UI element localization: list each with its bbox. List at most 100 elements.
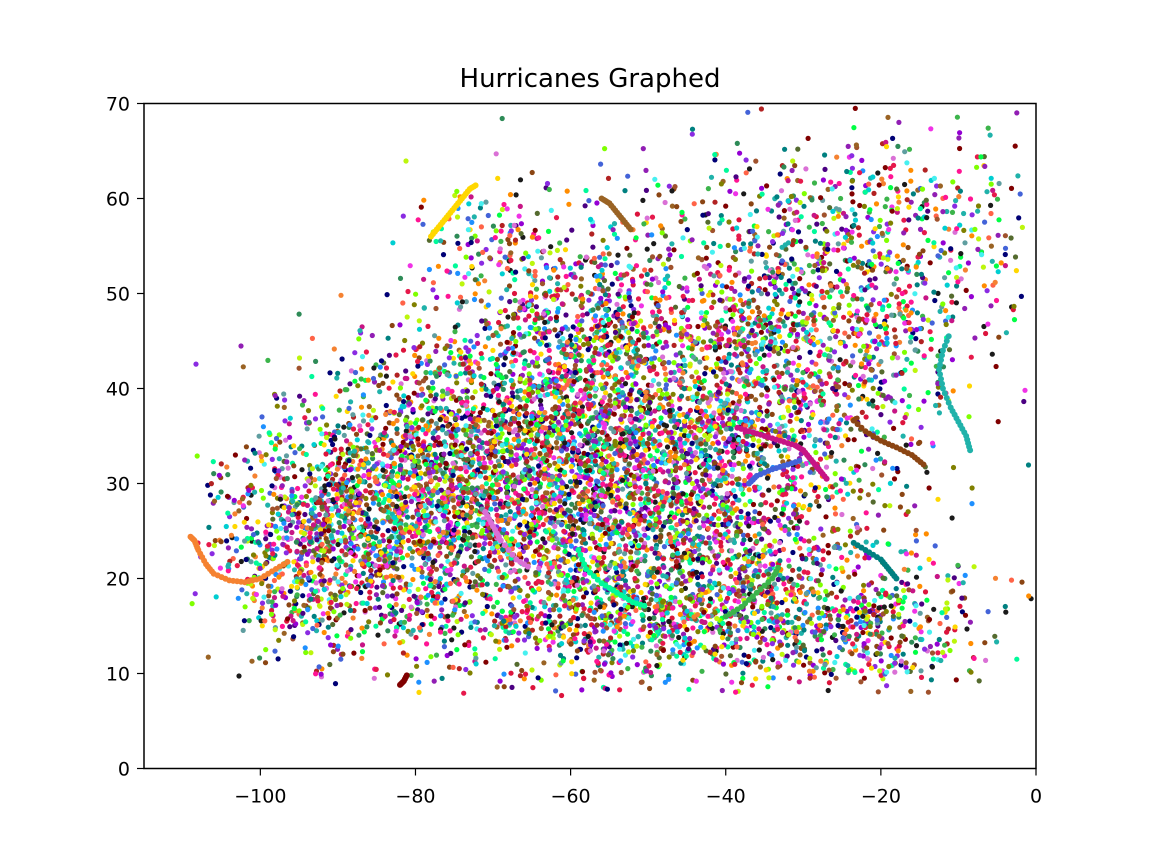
data-point — [662, 452, 668, 458]
data-point — [592, 386, 599, 392]
data-point — [677, 465, 684, 471]
data-point — [402, 337, 408, 344]
data-point — [335, 370, 341, 376]
data-point — [296, 365, 302, 371]
data-point — [311, 613, 317, 620]
data-point — [271, 595, 278, 601]
data-point — [632, 484, 638, 490]
data-point — [753, 360, 759, 367]
data-point — [625, 522, 631, 528]
data-point — [540, 503, 546, 510]
data-point — [504, 490, 510, 496]
data-point — [343, 562, 349, 568]
data-point — [554, 445, 560, 451]
data-point — [470, 406, 477, 412]
data-point — [612, 560, 618, 567]
data-point — [691, 424, 698, 430]
data-point — [466, 642, 472, 649]
data-point — [806, 282, 812, 288]
data-point — [338, 292, 344, 298]
data-point — [266, 522, 272, 528]
data-point — [274, 403, 280, 409]
data-point — [322, 487, 328, 494]
data-point — [434, 343, 440, 349]
data-point — [640, 431, 646, 437]
data-point — [360, 412, 366, 418]
data-point — [554, 247, 561, 253]
data-point — [469, 471, 476, 478]
data-point — [376, 382, 382, 389]
data-point — [913, 532, 919, 538]
data-point — [612, 405, 618, 411]
data-point — [281, 391, 287, 397]
data-point — [733, 390, 740, 397]
data-point — [454, 214, 461, 220]
data-point — [225, 472, 231, 478]
data-point — [618, 365, 624, 371]
data-point — [573, 296, 579, 302]
data-point — [632, 438, 638, 444]
data-point — [492, 463, 498, 470]
data-point — [585, 488, 591, 494]
data-point — [299, 402, 306, 408]
data-point — [588, 402, 594, 408]
data-point — [711, 410, 717, 416]
data-point — [419, 574, 425, 580]
data-point — [364, 502, 370, 508]
data-point — [657, 442, 663, 448]
data-point — [612, 483, 618, 489]
data-point — [468, 624, 474, 631]
data-point — [548, 515, 554, 521]
data-point — [644, 215, 650, 221]
data-point — [500, 386, 506, 392]
data-point — [474, 524, 480, 530]
data-point — [664, 444, 671, 450]
data-point — [685, 317, 691, 323]
data-point — [449, 388, 455, 394]
data-point — [401, 393, 407, 399]
data-point — [352, 378, 358, 384]
data-point — [674, 522, 680, 528]
data-point — [641, 334, 647, 340]
data-point — [747, 248, 753, 254]
data-point — [813, 327, 819, 333]
data-point — [605, 286, 611, 292]
data-point — [478, 351, 484, 357]
data-point — [359, 354, 366, 360]
data-point — [882, 378, 888, 384]
data-point — [366, 404, 372, 410]
data-point — [567, 538, 574, 544]
data-point — [562, 548, 568, 555]
data-point — [652, 408, 658, 414]
data-point — [516, 411, 522, 417]
data-point — [292, 474, 298, 480]
data-point — [695, 323, 701, 330]
data-point — [397, 322, 403, 328]
data-point — [346, 405, 352, 411]
data-point — [592, 318, 598, 324]
data-point — [486, 568, 492, 574]
data-point — [671, 360, 677, 366]
data-point — [612, 518, 619, 524]
data-point — [656, 387, 662, 394]
data-point — [303, 493, 309, 500]
data-point — [443, 430, 450, 436]
data-point — [614, 467, 620, 473]
data-point — [433, 305, 439, 312]
data-point — [415, 453, 421, 459]
data-point — [559, 489, 565, 495]
data-point — [352, 369, 359, 376]
data-point — [597, 537, 604, 543]
data-point — [590, 432, 596, 438]
data-point — [468, 450, 474, 457]
data-point — [609, 385, 615, 391]
data-point — [256, 450, 262, 456]
data-point — [416, 424, 422, 430]
data-point — [269, 483, 275, 489]
data-point — [700, 199, 706, 205]
data-point — [619, 390, 626, 396]
data-point — [400, 603, 407, 610]
data-point — [224, 493, 231, 499]
data-point — [482, 278, 488, 284]
data-point — [383, 402, 389, 409]
